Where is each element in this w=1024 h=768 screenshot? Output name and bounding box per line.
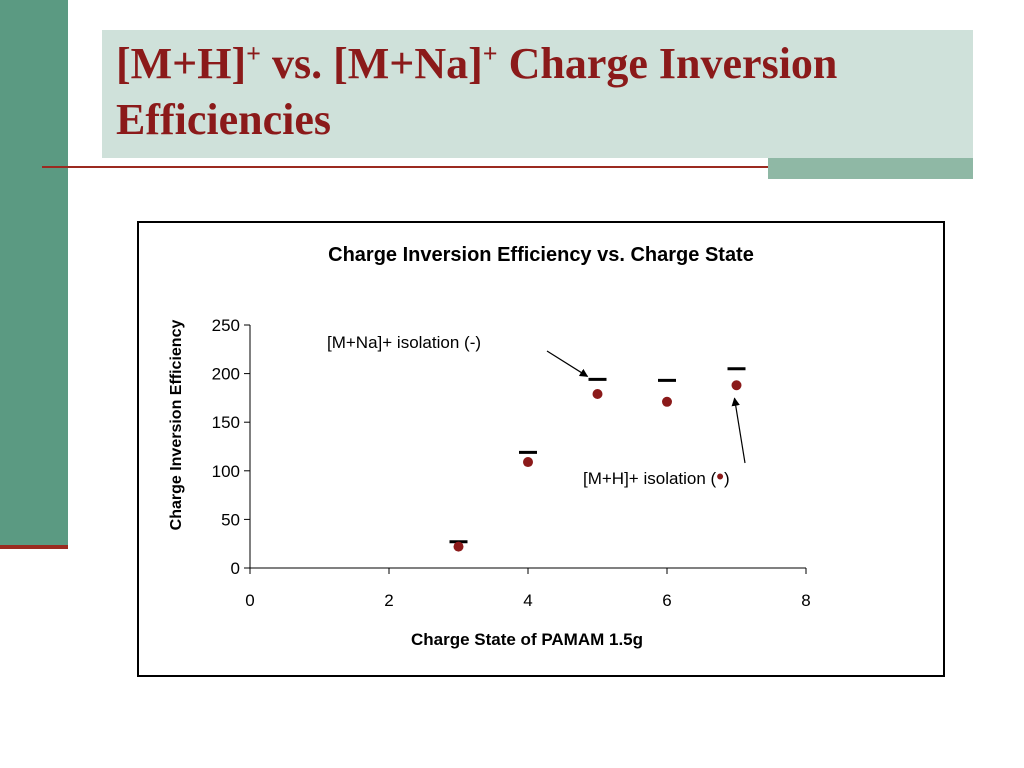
slide-title-part-3: Charge Inversion Efficiencies [116, 39, 838, 144]
h-isolation-point [731, 380, 742, 391]
left-accent-line [0, 545, 68, 549]
slide-title-superscript-2: + [482, 39, 498, 68]
y-axis-label: Charge Inversion Efficiency [168, 320, 185, 531]
x-tick-label: 2 [384, 591, 393, 610]
y-tick-label: 0 [231, 559, 240, 578]
annotation-symbol: • [716, 464, 724, 489]
na-isolation-annotation: [M+Na]+ isolation (-) [327, 333, 481, 352]
left-accent-bar [0, 0, 68, 546]
title-background [102, 30, 973, 158]
y-tick-label: 200 [212, 365, 240, 384]
y-tick-label: 250 [212, 316, 240, 335]
y-tick-label: 150 [212, 413, 240, 432]
y-tick-label: 50 [221, 510, 240, 529]
title-accent-block [768, 158, 973, 179]
x-tick-label: 6 [662, 591, 671, 610]
h-isolation-point [523, 457, 533, 468]
x-tick-label: 0 [245, 591, 254, 610]
annotation-symbol: - [470, 333, 476, 352]
slide-title-part-2: vs. [M+Na] [260, 39, 483, 88]
x-tick-label: 4 [523, 591, 532, 610]
h-isolation-point [453, 541, 464, 552]
annotation-text: ) [475, 333, 481, 352]
x-tick-label: 8 [801, 591, 810, 610]
annotation-text: ) [724, 469, 730, 488]
annotation-arrow [731, 397, 746, 464]
chart-plot-area [449, 367, 746, 552]
chart-title: Charge Inversion Efficiency vs. Charge S… [328, 244, 754, 266]
scatter-chart: Charge Inversion Efficiency vs. Charge S… [168, 244, 811, 649]
annotation-text: [M+Na]+ isolation ( [327, 333, 470, 352]
annotation-text: [M+H]+ isolation ( [583, 469, 717, 488]
title-rule [42, 166, 973, 168]
h-isolation-point [662, 396, 672, 407]
h-isolation-annotation: [M+H]+ isolation (•) [583, 464, 730, 489]
slide-title-part-1: [M+H] [116, 39, 247, 88]
x-axis-label: Charge State of PAMAM 1.5g [411, 630, 643, 649]
slide-title-superscript-1: + [246, 39, 261, 68]
chart-axes: 0 50 100 150 200 250 0 2 4 6 8 [212, 316, 811, 610]
y-tick-label: 100 [212, 462, 240, 481]
h-isolation-point [592, 389, 603, 400]
chart-annotations: [M+Na]+ isolation (-)[M+H]+ isolation (•… [327, 333, 746, 489]
slide-title: [M+H]+ vs. [M+Na]+ Charge Inversion Effi… [116, 36, 956, 148]
annotation-arrow [546, 350, 589, 377]
chart-frame [137, 221, 945, 677]
